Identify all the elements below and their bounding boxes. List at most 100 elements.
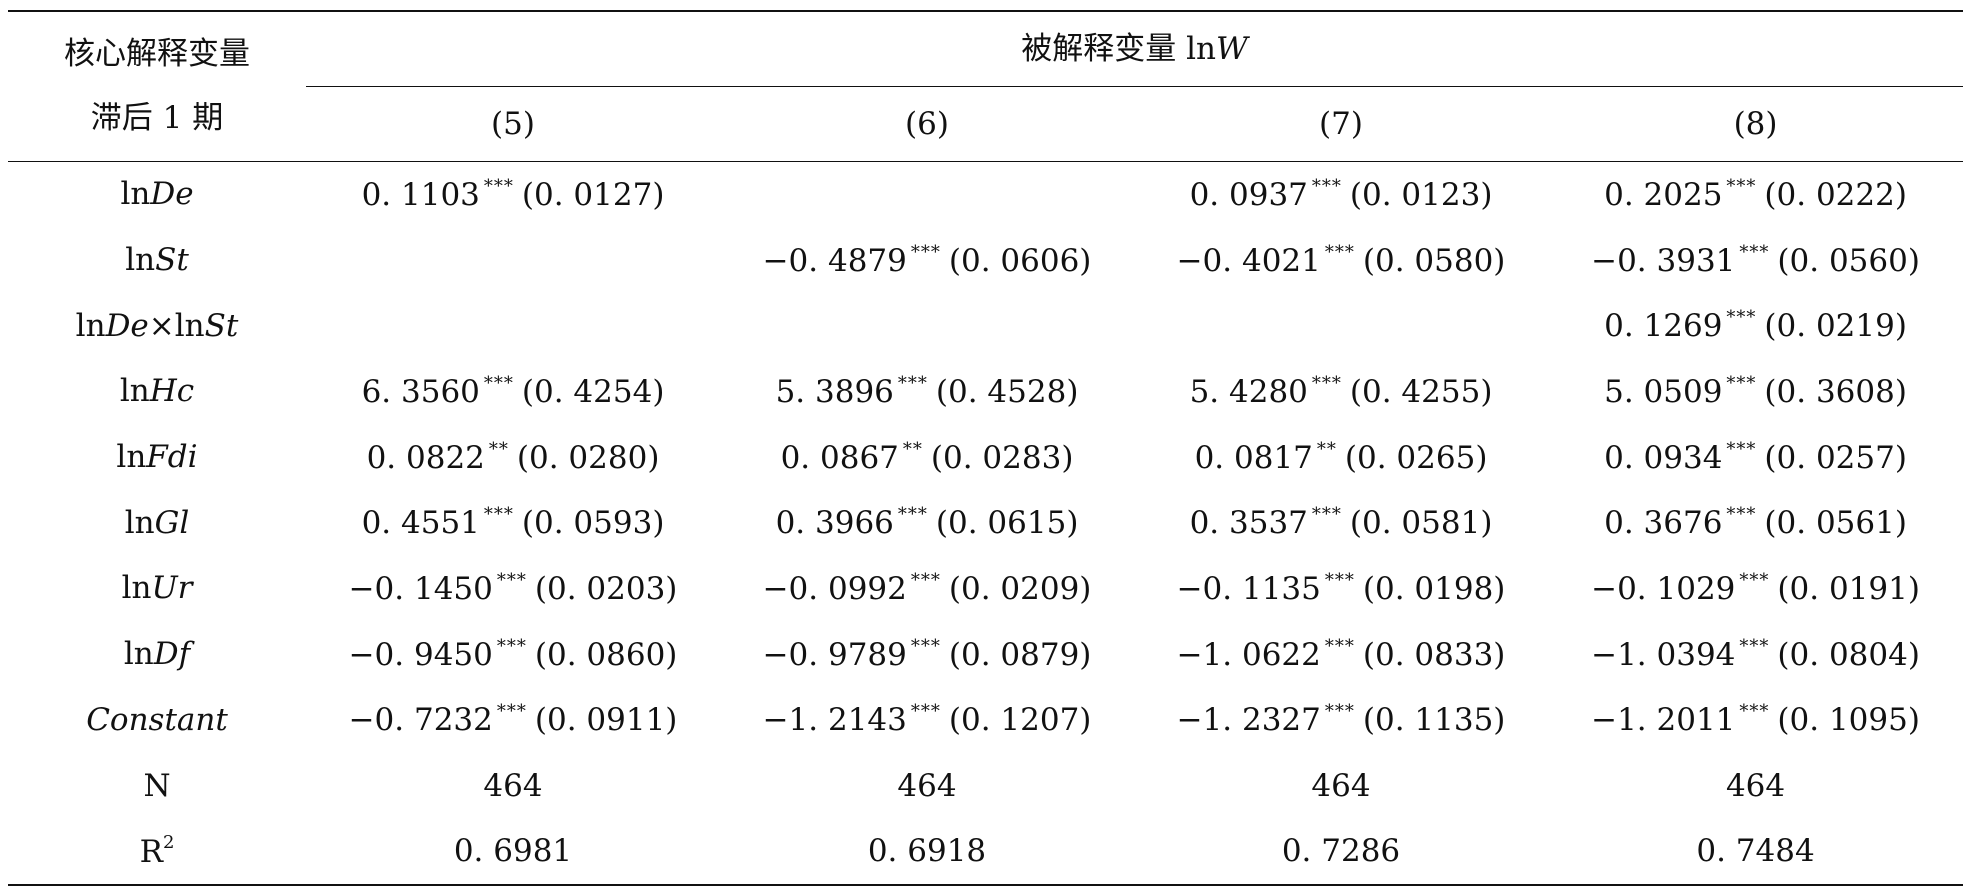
table-cell: 0. 3537 *** (0. 0581) — [1134, 490, 1548, 556]
row-label: N — [143, 767, 171, 804]
table-cell: −1. 2327 *** (0. 1135) — [1134, 687, 1548, 753]
significance-stars: *** — [910, 635, 941, 657]
coefficient: 464 — [1311, 767, 1371, 804]
significance-stars: *** — [1739, 701, 1770, 723]
regression-table: 核心解释变量 滞后 1 期 被解释变量 lnW (5) (6) (7) (8) … — [8, 10, 1964, 886]
table-row: lnDe 0. 1103 *** (0. 0127) 0. 0937 *** (0. 0… — [8, 161, 1963, 227]
standard-error: (0. 1095) — [1777, 702, 1920, 739]
standard-error: (0. 0191) — [1777, 570, 1920, 607]
significance-stars: *** — [483, 175, 514, 197]
r-squared-value-5: 0. 6981 — [453, 833, 573, 870]
significance-stars: *** — [1324, 701, 1355, 723]
significance-stars: *** — [483, 504, 514, 526]
table-cell: 464 — [306, 753, 720, 819]
r-squared-value-8: 0. 7484 — [1696, 833, 1815, 870]
standard-error: (0. 0283) — [930, 439, 1074, 476]
table-cell: 0. 0934 *** (0. 0257) — [1548, 424, 1963, 490]
table-cell: 0. 4551 *** (0. 0593) — [306, 490, 720, 556]
standard-error: (0. 0219) — [1764, 308, 1907, 345]
significance-stars: *** — [1324, 569, 1355, 591]
row-label: lnSt — [125, 242, 189, 279]
standard-error: (0. 0123) — [1349, 176, 1493, 213]
table-cell: −0. 7232 *** (0. 0911) — [306, 687, 720, 753]
coefficient: 5. 4280 — [1189, 373, 1308, 410]
table-cell: −0. 1450 *** (0. 0203) — [306, 556, 720, 622]
significance-stars: *** — [1739, 569, 1770, 591]
coefficient: −0. 0992 — [762, 570, 907, 607]
standard-error: (0. 0280) — [516, 439, 660, 476]
significance-stars: *** — [910, 701, 941, 723]
table-cell: 6. 3560 *** (0. 4254) — [306, 359, 720, 425]
coefficient: −1. 2011 — [1591, 702, 1736, 739]
table-cell: 464 — [720, 753, 1134, 819]
coefficient: 6. 3560 — [361, 373, 480, 410]
significance-stars: *** — [1739, 241, 1770, 263]
standard-error: (0. 0560) — [1777, 242, 1920, 279]
table-cell: −1. 2011 *** (0. 1095) — [1548, 687, 1963, 753]
row-label-line1: 核心解释变量 — [64, 36, 250, 73]
significance-stars: *** — [496, 701, 527, 723]
table-row: lnDf −0. 9450 *** (0. 0860) −0. 9789 *** (0.… — [8, 621, 1963, 687]
row-label: lnGl — [124, 504, 190, 541]
table-cell — [1134, 293, 1548, 359]
table-cell — [306, 293, 720, 359]
standard-error: (0. 0606) — [948, 242, 1092, 279]
table-cell: −1. 0622 *** (0. 0833) — [1134, 621, 1548, 687]
coefficient: −1. 0394 — [1591, 636, 1736, 673]
table-row: lnSt −0. 4879 *** (0. 0606) −0. 4021 *** (0.… — [8, 227, 1963, 293]
standard-error: (0. 0581) — [1349, 505, 1493, 542]
row-label: lnFdi — [116, 439, 198, 476]
coefficient: −1. 2327 — [1176, 702, 1321, 739]
table-cell: −0. 4021 *** (0. 0580) — [1134, 227, 1548, 293]
row-label: lnUr — [121, 570, 193, 607]
table-row: lnUr −0. 1450 *** (0. 0203) −0. 0992 *** (0.… — [8, 556, 1963, 622]
row-label: Constant — [86, 701, 228, 738]
table-body: lnDe 0. 1103 *** (0. 0127) 0. 0937 *** (0. 0… — [8, 161, 1964, 886]
table-row: lnGl 0. 4551 *** (0. 0593) 0. 3966 *** (0. 0… — [8, 490, 1963, 556]
significance-stars: *** — [496, 635, 527, 657]
coefficient: 0. 0937 — [1189, 176, 1308, 213]
standard-error: (0. 0833) — [1362, 636, 1506, 673]
standard-error: (0. 0222) — [1764, 176, 1907, 213]
table-cell — [306, 227, 720, 293]
coefficient: 5. 0509 — [1604, 373, 1723, 410]
coefficient: 0. 0867 — [780, 439, 899, 476]
significance-stars: *** — [1726, 372, 1757, 394]
table-cell: 0. 1103 *** (0. 0127) — [306, 161, 720, 227]
coefficient: 0. 1269 — [1604, 308, 1723, 345]
column-header-6: (6) — [720, 86, 1134, 162]
table-cell: 0. 2025 *** (0. 0222) — [1548, 161, 1963, 227]
table-cell: −1. 2143 *** (0. 1207) — [720, 687, 1134, 753]
significance-stars: *** — [1726, 438, 1757, 460]
table-cell — [720, 293, 1134, 359]
coefficient: 0. 4551 — [361, 505, 480, 542]
significance-stars: *** — [1324, 241, 1355, 263]
coefficient: 0. 0817 — [1194, 439, 1313, 476]
table-row: lnFdi 0. 0822 ** (0. 0280) 0. 0867 ** (0. 02… — [8, 424, 1963, 490]
table-cell: 0. 1269 *** (0. 0219) — [1548, 293, 1963, 359]
table-row: N 464 464 464 464 — [8, 753, 1963, 819]
significance-stars: *** — [910, 241, 941, 263]
coefficient: −0. 1029 — [1591, 570, 1736, 607]
table-cell: 5. 4280 *** (0. 4255) — [1134, 359, 1548, 425]
table-cell: −0. 9450 *** (0. 0860) — [306, 621, 720, 687]
coefficient: −0. 1135 — [1176, 570, 1321, 607]
significance-stars: *** — [910, 569, 941, 591]
table-cell: −0. 4879 *** (0. 0606) — [720, 227, 1134, 293]
significance-stars: *** — [1726, 504, 1757, 526]
table-cell: −0. 0992 *** (0. 0209) — [720, 556, 1134, 622]
significance-stars: *** — [897, 372, 928, 394]
standard-error: (0. 4528) — [935, 373, 1079, 410]
coefficient: 0. 2025 — [1604, 176, 1723, 213]
standard-error: (0. 0127) — [521, 176, 665, 213]
row-label-header: 核心解释变量 滞后 1 期 — [8, 10, 306, 162]
table-cell: −1. 0394 *** (0. 0804) — [1548, 621, 1963, 687]
significance-stars: *** — [897, 504, 928, 526]
table-cell: 0. 3676 *** (0. 0561) — [1548, 490, 1963, 556]
table-cell: 5. 0509 *** (0. 3608) — [1548, 359, 1963, 425]
r-squared-value-6: 0. 6918 — [867, 833, 987, 870]
significance-stars: *** — [1739, 635, 1770, 657]
significance-stars: *** — [1311, 175, 1342, 197]
table-row: lnHc 6. 3560 *** (0. 4254) 5. 3896 *** (0. 4… — [8, 359, 1963, 425]
table-cell: 0. 0867 ** (0. 0283) — [720, 424, 1134, 490]
